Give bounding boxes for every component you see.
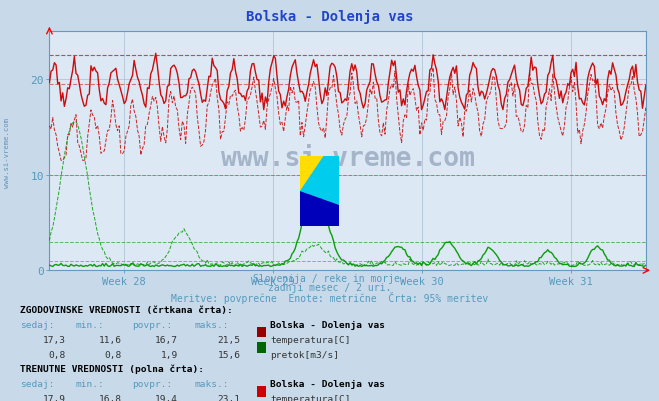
Text: maks.:: maks.: [194, 320, 229, 329]
Text: maks.:: maks.: [194, 379, 229, 388]
Text: min.:: min.: [76, 379, 105, 388]
Text: www.si-vreme.com: www.si-vreme.com [4, 117, 11, 187]
Text: 1,9: 1,9 [161, 350, 178, 359]
Text: 11,6: 11,6 [99, 335, 122, 344]
Text: Bolska - Dolenja vas: Bolska - Dolenja vas [246, 10, 413, 24]
Text: 16,7: 16,7 [155, 335, 178, 344]
Text: 0,8: 0,8 [105, 350, 122, 359]
Polygon shape [300, 156, 339, 205]
Text: 23,1: 23,1 [217, 394, 241, 401]
Polygon shape [300, 192, 339, 227]
Polygon shape [300, 156, 324, 192]
Text: 19,4: 19,4 [155, 394, 178, 401]
Text: Bolska - Dolenja vas: Bolska - Dolenja vas [270, 320, 386, 329]
Text: povpr.:: povpr.: [132, 320, 172, 329]
Text: Meritve: povprečne  Enote: metrične  Črta: 95% meritev: Meritve: povprečne Enote: metrične Črta:… [171, 291, 488, 303]
Text: temperatura[C]: temperatura[C] [270, 335, 351, 344]
Text: 15,6: 15,6 [217, 350, 241, 359]
Text: sedaj:: sedaj: [20, 379, 54, 388]
Text: min.:: min.: [76, 320, 105, 329]
Text: 21,5: 21,5 [217, 335, 241, 344]
Text: temperatura[C]: temperatura[C] [270, 394, 351, 401]
Text: ZGODOVINSKE VREDNOSTI (črtkana črta):: ZGODOVINSKE VREDNOSTI (črtkana črta): [20, 305, 233, 314]
Text: 16,8: 16,8 [99, 394, 122, 401]
Text: www.si-vreme.com: www.si-vreme.com [221, 146, 474, 172]
Text: pretok[m3/s]: pretok[m3/s] [270, 350, 339, 359]
Text: 17,9: 17,9 [43, 394, 66, 401]
Text: TRENUTNE VREDNOSTI (polna črta):: TRENUTNE VREDNOSTI (polna črta): [20, 364, 204, 373]
Text: povpr.:: povpr.: [132, 379, 172, 388]
Text: Slovenija / reke in morje.: Slovenija / reke in morje. [253, 273, 406, 284]
Text: 0,8: 0,8 [49, 350, 66, 359]
Text: sedaj:: sedaj: [20, 320, 54, 329]
Text: Bolska - Dolenja vas: Bolska - Dolenja vas [270, 379, 386, 388]
Text: zadnji mesec / 2 uri.: zadnji mesec / 2 uri. [268, 282, 391, 292]
Text: 17,3: 17,3 [43, 335, 66, 344]
